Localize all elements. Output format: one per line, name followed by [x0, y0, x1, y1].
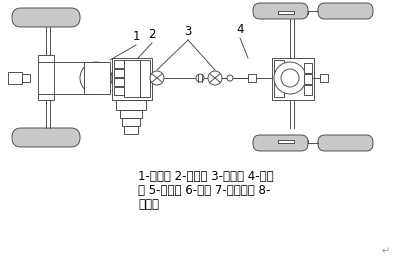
Bar	[38, 55, 54, 100]
Text: 传动轴: 传动轴	[138, 198, 159, 211]
Bar	[248, 74, 256, 82]
Bar	[304, 85, 312, 95]
Text: 2: 2	[148, 28, 156, 41]
Bar	[274, 60, 284, 97]
Text: 桥 5-差速器 6-半轴 7-主减速器 8-: 桥 5-差速器 6-半轴 7-主减速器 8-	[138, 184, 270, 197]
Bar	[114, 78, 124, 86]
Text: 4: 4	[236, 23, 244, 36]
Text: 1: 1	[132, 30, 140, 43]
Bar	[8, 72, 22, 84]
Circle shape	[281, 69, 299, 87]
Circle shape	[150, 71, 164, 85]
Circle shape	[196, 74, 204, 82]
Bar	[84, 62, 110, 94]
Bar	[114, 69, 124, 77]
Circle shape	[227, 75, 233, 81]
Bar	[278, 140, 294, 143]
Bar	[304, 74, 312, 84]
Text: 1-离合器 2-变速器 3-万向节 4-驱动: 1-离合器 2-变速器 3-万向节 4-驱动	[138, 170, 274, 183]
Bar	[278, 11, 294, 14]
Circle shape	[274, 62, 306, 94]
Text: 3: 3	[184, 25, 192, 38]
FancyBboxPatch shape	[318, 135, 373, 151]
Bar	[114, 87, 124, 95]
Circle shape	[208, 71, 222, 85]
Text: ↵: ↵	[382, 246, 390, 256]
Bar	[22, 74, 30, 82]
Bar	[304, 63, 312, 73]
FancyBboxPatch shape	[253, 3, 308, 19]
Bar	[120, 110, 142, 118]
Circle shape	[80, 62, 112, 94]
Bar	[124, 60, 140, 97]
Bar	[140, 60, 150, 97]
Bar	[124, 126, 138, 134]
FancyBboxPatch shape	[253, 135, 308, 151]
FancyBboxPatch shape	[318, 3, 373, 19]
Bar	[112, 58, 152, 100]
Circle shape	[87, 69, 105, 87]
Bar	[116, 100, 146, 110]
Bar	[272, 58, 314, 100]
Bar	[114, 60, 124, 68]
Bar	[320, 74, 328, 82]
Bar	[122, 118, 140, 126]
FancyBboxPatch shape	[12, 128, 80, 147]
FancyBboxPatch shape	[12, 8, 80, 27]
